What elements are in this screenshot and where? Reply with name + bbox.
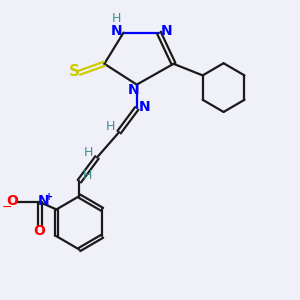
Text: N: N [128, 83, 140, 97]
Text: N: N [139, 100, 151, 114]
Text: S: S [69, 64, 80, 79]
Text: H: H [84, 146, 94, 159]
Text: N: N [160, 24, 172, 38]
Text: H: H [83, 169, 92, 182]
Text: −: − [2, 201, 13, 214]
Text: +: + [45, 192, 53, 202]
Text: O: O [7, 194, 19, 208]
Text: N: N [110, 24, 122, 38]
Text: H: H [106, 120, 116, 133]
Text: H: H [112, 12, 121, 25]
Text: N: N [37, 194, 49, 208]
Text: O: O [34, 224, 46, 238]
